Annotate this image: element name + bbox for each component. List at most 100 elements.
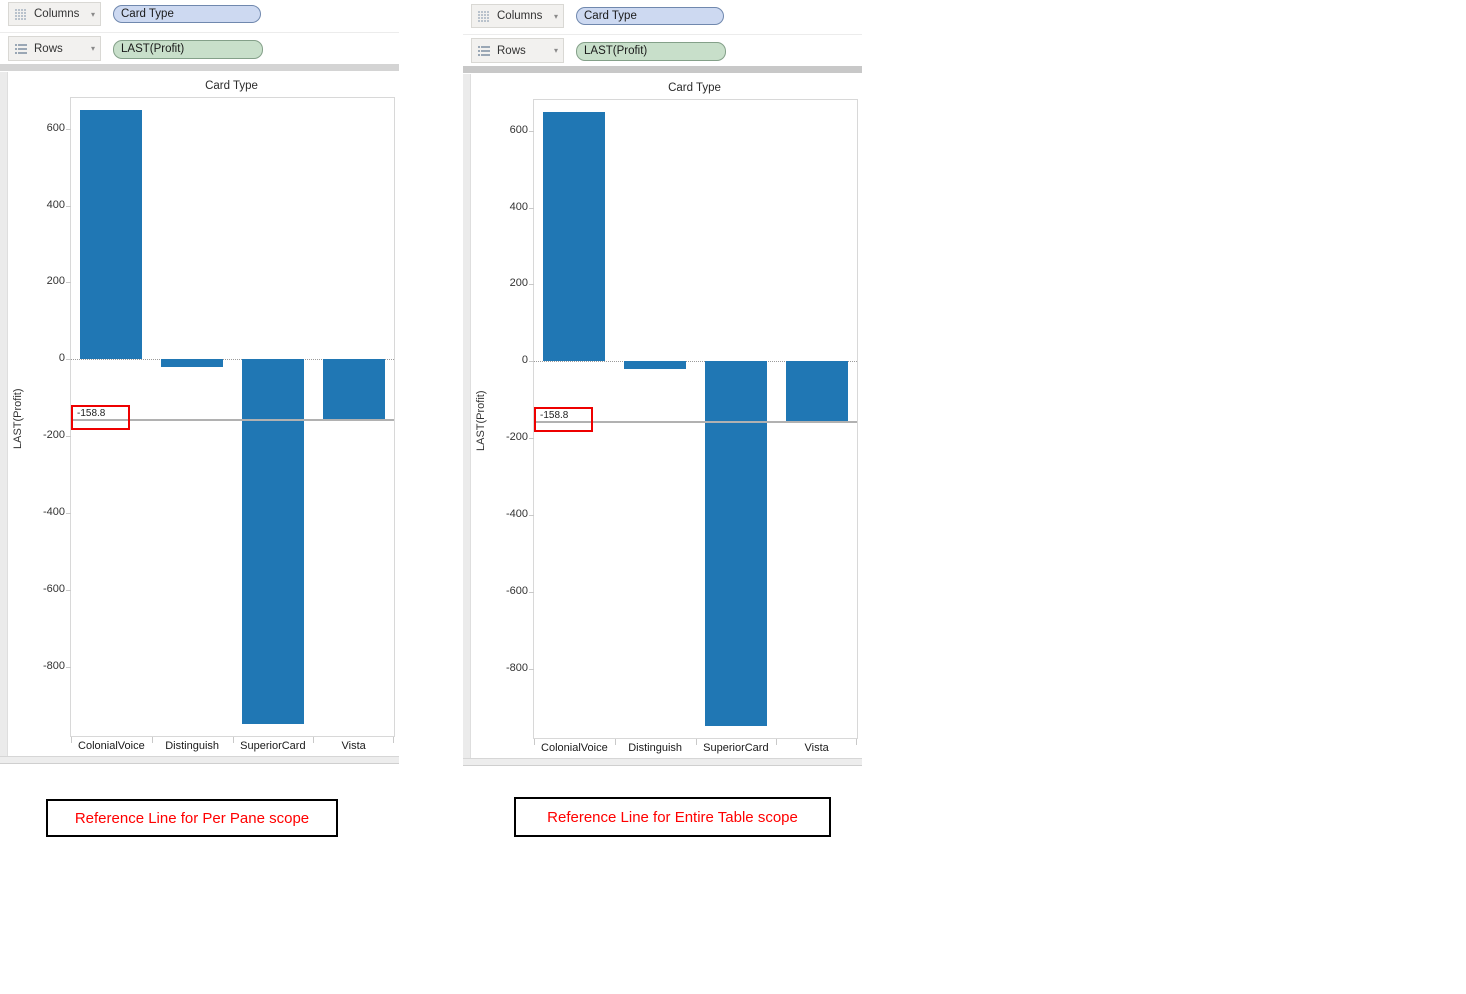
caption-text: Reference Line for Per Pane scope bbox=[74, 809, 310, 827]
y-tick-mark bbox=[66, 666, 71, 668]
bar-vista[interactable] bbox=[785, 361, 848, 423]
bottom-edge bbox=[0, 756, 399, 764]
y-tick-mark bbox=[529, 130, 534, 132]
reference-line-annotation-box: -158.8 bbox=[534, 407, 593, 433]
caption-per-pane: Reference Line for Per Pane scope bbox=[46, 799, 338, 837]
columns-shelf-label: Columns bbox=[497, 10, 543, 22]
bar-superiorcard[interactable] bbox=[704, 361, 767, 727]
plot-area: 600 400 200 0 -200 -400 -600 -800 -158.8 Colonial… bbox=[43, 97, 395, 752]
worksheet-panel-per-pane: Columns ▾ Card Type Rows ▾ LAST(Profit) … bbox=[0, 0, 399, 768]
chart-title: Card Type bbox=[668, 82, 721, 94]
dimension-pill-card-type[interactable]: Card Type bbox=[576, 7, 724, 25]
x-axis-label-distinguish: Distinguish bbox=[165, 740, 220, 752]
y-tick-mark bbox=[529, 515, 534, 517]
left-gutter bbox=[463, 74, 471, 766]
rows-shelf-button[interactable]: Rows ▾ bbox=[471, 38, 564, 63]
chevron-down-icon[interactable]: ▾ bbox=[90, 9, 95, 19]
rows-shelf-label: Rows bbox=[497, 44, 526, 57]
x-tick-mark bbox=[393, 737, 394, 743]
reference-line-label: -158.8 bbox=[540, 410, 569, 422]
y-tick-mark bbox=[529, 284, 534, 286]
x-tick-mark bbox=[856, 739, 857, 745]
y-tick-label: 0 bbox=[521, 354, 528, 367]
y-tick-mark bbox=[66, 589, 71, 591]
y-tick-mark bbox=[66, 513, 71, 515]
chevron-down-icon[interactable]: ▾ bbox=[553, 46, 558, 55]
y-tick-mark bbox=[529, 207, 534, 209]
x-axis-label-vista: Vista bbox=[804, 742, 829, 754]
y-tick-label: -400 bbox=[505, 508, 528, 521]
shelf-divider bbox=[0, 64, 399, 71]
bar-colonialvoice[interactable] bbox=[80, 109, 143, 360]
worksheet-panel-entire-table: Columns ▾ Card Type Rows ▾ LAST(Profit) … bbox=[463, 2, 862, 770]
x-axis-label-colonialvoice: ColonialVoice bbox=[78, 740, 145, 752]
x-tick-mark bbox=[695, 739, 697, 745]
measure-pill-last-profit[interactable]: LAST(Profit) bbox=[113, 40, 263, 59]
zero-line bbox=[534, 361, 857, 363]
columns-icon bbox=[14, 7, 28, 21]
y-tick-label: -800 bbox=[42, 659, 65, 672]
columns-shelf-button[interactable]: Columns ▾ bbox=[471, 4, 564, 28]
y-tick-label: 400 bbox=[46, 198, 65, 211]
columns-icon bbox=[477, 9, 491, 23]
x-tick-mark bbox=[776, 739, 778, 745]
reference-line bbox=[534, 421, 857, 424]
x-axis-label-vista: Vista bbox=[341, 740, 366, 752]
chart-view: Card Type LAST(Profit) 600 400 200 0 -200 -40… bbox=[0, 71, 399, 766]
bar-superiorcard[interactable] bbox=[241, 359, 304, 725]
rows-icon bbox=[14, 42, 28, 56]
y-tick-label: 200 bbox=[509, 277, 528, 290]
measure-pill-last-profit[interactable]: LAST(Profit) bbox=[576, 42, 726, 61]
chevron-down-icon[interactable]: ▾ bbox=[553, 11, 558, 21]
y-tick-label: 400 bbox=[509, 200, 528, 213]
shelf-divider bbox=[463, 66, 862, 73]
x-tick-mark bbox=[614, 739, 616, 745]
x-axis-label-superiorcard: SuperiorCard bbox=[703, 742, 769, 754]
chart-view: Card Type LAST(Profit) 600 400 200 0 -200 -40… bbox=[463, 73, 862, 768]
y-tick-label: -200 bbox=[505, 431, 528, 444]
y-tick-label: -800 bbox=[505, 661, 528, 674]
bar-colonialvoice[interactable] bbox=[543, 111, 606, 362]
x-tick-mark bbox=[71, 737, 72, 743]
reference-line bbox=[71, 419, 394, 422]
left-gutter bbox=[0, 72, 8, 764]
y-tick-mark bbox=[529, 438, 534, 440]
rows-shelf-button[interactable]: Rows ▾ bbox=[8, 36, 101, 61]
x-axis-label-superiorcard: SuperiorCard bbox=[240, 740, 306, 752]
columns-shelf: Columns ▾ Card Type bbox=[0, 2, 399, 33]
x-tick-mark bbox=[534, 739, 535, 745]
y-tick-label: 200 bbox=[46, 275, 65, 288]
y-tick-mark bbox=[529, 668, 534, 670]
y-tick-mark bbox=[66, 436, 71, 438]
x-axis-label-colonialvoice: ColonialVoice bbox=[541, 742, 608, 754]
x-axis-label-distinguish: Distinguish bbox=[628, 742, 683, 754]
y-tick-mark bbox=[66, 205, 71, 207]
y-tick-label: 600 bbox=[46, 121, 65, 134]
y-tick-mark bbox=[66, 359, 71, 361]
x-tick-mark bbox=[232, 737, 234, 743]
caption-entire-table: Reference Line for Entire Table scope bbox=[514, 797, 831, 837]
chevron-down-icon[interactable]: ▾ bbox=[90, 44, 95, 53]
columns-shelf-button[interactable]: Columns ▾ bbox=[8, 2, 101, 26]
zero-line bbox=[71, 359, 394, 361]
x-tick-mark bbox=[313, 737, 315, 743]
columns-shelf-label: Columns bbox=[34, 8, 80, 20]
y-tick-mark bbox=[529, 361, 534, 363]
x-tick-mark bbox=[151, 737, 153, 743]
y-tick-mark bbox=[66, 128, 71, 130]
bar-distinguish[interactable] bbox=[624, 361, 687, 370]
dimension-pill-card-type[interactable]: Card Type bbox=[113, 5, 261, 23]
plot-area: 600 400 200 0 -200 -400 -600 -800 -158.8 Colonial… bbox=[506, 99, 858, 754]
y-tick-label: -200 bbox=[42, 429, 65, 442]
y-tick-label: -400 bbox=[42, 506, 65, 519]
bar-vista[interactable] bbox=[322, 359, 385, 421]
bar-distinguish[interactable] bbox=[161, 359, 224, 368]
rows-shelf: Rows ▾ LAST(Profit) bbox=[0, 33, 399, 63]
bottom-edge bbox=[463, 758, 862, 766]
rows-shelf: Rows ▾ LAST(Profit) bbox=[463, 35, 862, 65]
y-tick-label: -600 bbox=[505, 584, 528, 597]
caption-text: Reference Line for Entire Table scope bbox=[547, 808, 798, 826]
rows-shelf-label: Rows bbox=[34, 42, 63, 55]
y-tick-label: 0 bbox=[58, 352, 65, 365]
columns-shelf: Columns ▾ Card Type bbox=[463, 4, 862, 35]
